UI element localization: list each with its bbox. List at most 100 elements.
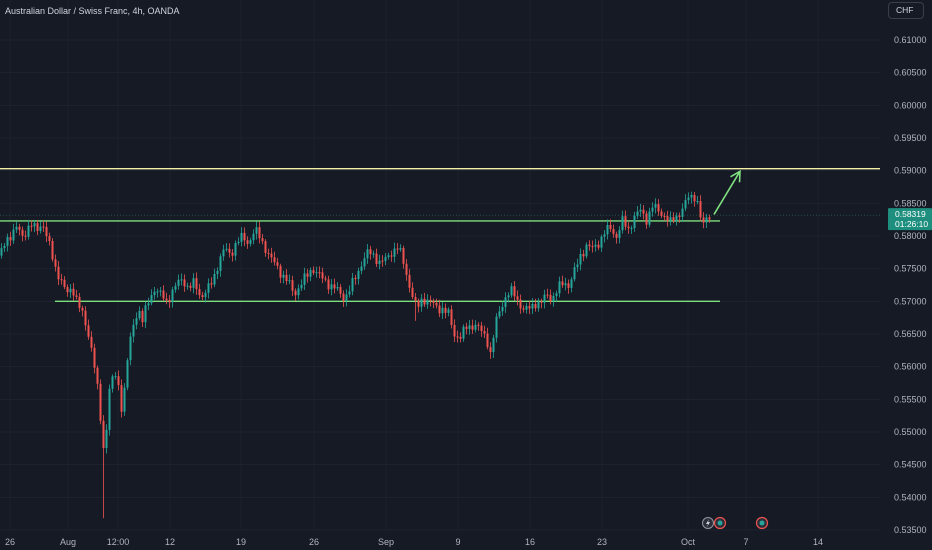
candle-body (390, 255, 393, 257)
candle-body (657, 204, 660, 212)
candle-body (351, 278, 354, 292)
candle-body (429, 299, 432, 301)
chart-title: Australian Dollar / Swiss Franc, 4h, OAN… (5, 6, 180, 16)
candle-body (609, 225, 612, 230)
price-tick-label: 0.61000 (894, 35, 927, 45)
candle-body (84, 310, 87, 326)
candle-body (567, 283, 570, 288)
candle-body (276, 262, 279, 266)
candle-body (168, 300, 171, 303)
dividend-icon[interactable] (755, 516, 769, 530)
candle-body (672, 217, 675, 221)
candle-body (618, 230, 621, 238)
candle-body (579, 253, 582, 265)
candle-body (693, 194, 696, 202)
candle-body (537, 301, 540, 309)
candle-body (555, 293, 558, 296)
candle-body (558, 281, 561, 294)
price-axis[interactable]: 0.61000 0.60500 0.60000 0.59500 0.59000 0.585… (888, 35, 932, 535)
candlesticks (0, 191, 711, 519)
candle-body (519, 299, 522, 309)
candle-body (375, 253, 378, 264)
candle-body (348, 291, 351, 295)
candle-body (315, 272, 318, 274)
candle-body (189, 285, 192, 288)
candle-body (453, 324, 456, 337)
candle-body (306, 273, 309, 277)
candle-body (504, 297, 507, 307)
candle-body (180, 279, 183, 281)
candle-body (204, 292, 207, 298)
candle-body (27, 225, 30, 237)
candle-body (318, 272, 321, 274)
candle-body (534, 303, 537, 309)
candle-body (699, 201, 702, 218)
candle-body (654, 204, 657, 208)
candle-body (594, 244, 597, 247)
event-markers[interactable] (702, 516, 769, 530)
countdown-label: 01:26:10 (895, 219, 928, 229)
candle-body (321, 272, 324, 279)
candle-body (177, 279, 180, 286)
arrow-head[interactable] (730, 169, 741, 183)
candle-body (69, 288, 72, 293)
candle-body (459, 336, 462, 339)
candle-body (123, 387, 126, 412)
arrow-shaft[interactable] (713, 170, 741, 215)
candle-body (585, 244, 588, 257)
candle-body (165, 298, 168, 301)
candle-body (147, 303, 150, 306)
candle-body (81, 307, 84, 311)
candle-body (357, 270, 360, 279)
candle-body (300, 284, 303, 289)
candle-body (474, 324, 477, 330)
candle-body (456, 336, 459, 338)
candle-body (336, 287, 339, 289)
currency-button[interactable]: CHF (888, 2, 924, 19)
time-axis[interactable]: 26 Aug 12:00 12 19 26 Sep 9 16 23 Oct 7 14 (5, 537, 823, 547)
candle-body (666, 216, 669, 221)
candle-body (324, 278, 327, 280)
candle-body (246, 240, 249, 244)
candle-body (669, 217, 672, 221)
candle-body (573, 267, 576, 280)
candle-body (12, 229, 15, 241)
dividend-icon[interactable] (713, 516, 727, 530)
time-tick-label: Oct (681, 537, 696, 547)
candle-body (228, 248, 231, 253)
candle-body (678, 215, 681, 217)
candle-body (477, 324, 480, 326)
candle-body (96, 367, 99, 384)
candle-body (225, 248, 228, 250)
horizontal-levels[interactable] (0, 168, 880, 303)
candle-body (102, 420, 105, 448)
candle-body (549, 294, 552, 302)
candle-body (462, 326, 465, 339)
candle-body (516, 296, 519, 300)
lightning-icon[interactable] (702, 517, 714, 529)
candle-body (93, 347, 96, 368)
candle-body (645, 213, 648, 225)
candle-body (441, 307, 444, 314)
candle-body (708, 217, 711, 220)
candle-body (288, 280, 291, 282)
candle-body (597, 244, 600, 248)
candle-body (345, 294, 348, 302)
candle-body (630, 228, 633, 230)
candle-body (705, 217, 708, 223)
candle-body (525, 306, 528, 310)
candle-body (120, 385, 123, 412)
candle-body (210, 283, 213, 285)
candle-body (333, 284, 336, 289)
candle-body (648, 211, 651, 225)
candle-body (687, 197, 690, 201)
forecast-arrow[interactable] (713, 169, 741, 215)
candle-body (108, 388, 111, 430)
candle-body (99, 383, 102, 421)
candle-body (468, 325, 471, 329)
candle-body (105, 429, 108, 448)
candle-body (402, 248, 405, 264)
candle-body (90, 336, 93, 348)
